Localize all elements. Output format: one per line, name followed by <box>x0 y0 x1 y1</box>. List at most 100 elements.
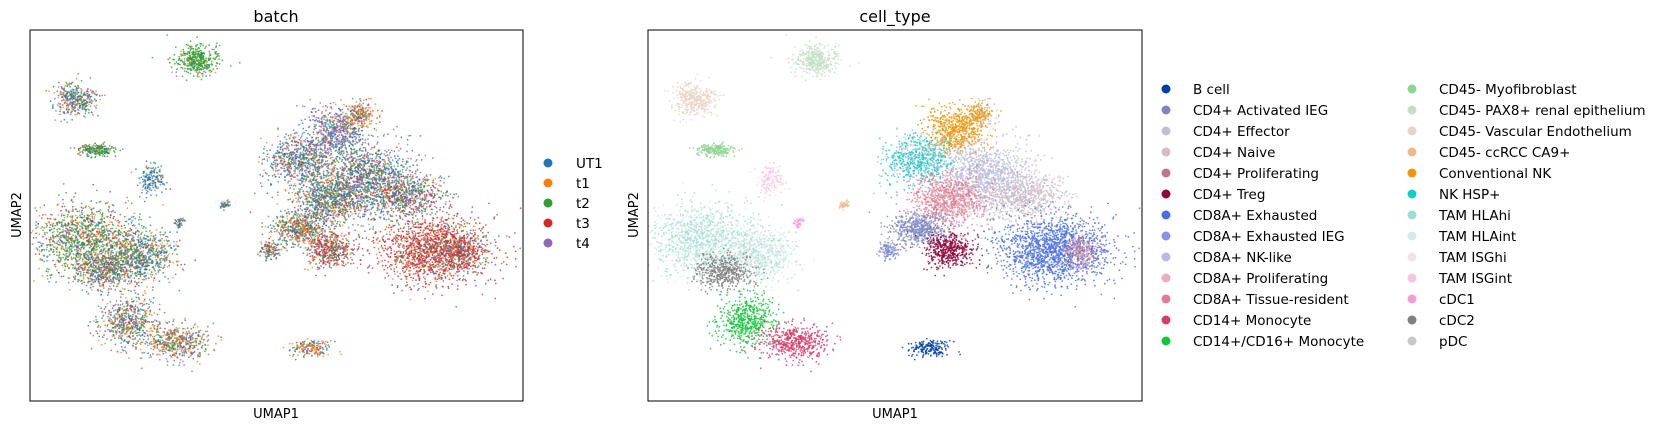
scatter-point <box>162 271 165 274</box>
scatter-point <box>118 233 120 236</box>
scatter-point <box>106 338 108 340</box>
scatter-point <box>143 322 146 325</box>
scatter-point <box>119 300 122 303</box>
scatter-point <box>142 227 144 230</box>
scatter-point <box>115 331 118 333</box>
scatter-point <box>130 279 133 282</box>
scatter-point <box>113 248 116 251</box>
scatter-point <box>74 106 77 109</box>
scatter-point <box>198 68 201 71</box>
scatter-point <box>5 242 7 244</box>
scatter-point <box>53 263 56 266</box>
scatter-point <box>117 282 120 285</box>
scatter-point <box>203 70 206 73</box>
scatter-point <box>110 311 112 314</box>
scatter-point <box>122 349 125 352</box>
scatter-point <box>71 210 74 213</box>
scatter-point <box>92 334 95 337</box>
scatter-point <box>74 192 77 195</box>
scatter-point <box>106 265 108 267</box>
scatter-point <box>152 352 154 355</box>
scatter-point <box>141 189 144 191</box>
scatter-point <box>65 82 68 85</box>
scatter-point <box>113 151 116 154</box>
scatter-point <box>130 309 133 311</box>
scatter-point <box>18 263 20 265</box>
scatter-point <box>73 267 76 270</box>
scatter-point <box>59 90 62 93</box>
scatter-point <box>309 345 312 347</box>
scatter-point <box>186 340 189 343</box>
scatter-point <box>194 69 197 72</box>
scatter-point <box>155 273 157 275</box>
scatter-point <box>117 310 119 313</box>
scatter-point <box>94 249 97 251</box>
scatter-point <box>101 151 104 154</box>
scatter-point <box>86 276 89 279</box>
scatter-point <box>324 340 327 343</box>
scatter-point <box>49 236 52 239</box>
scatter-point <box>124 346 126 349</box>
scatter-point <box>98 281 101 283</box>
scatter-point <box>60 213 63 216</box>
scatter-point <box>67 210 70 213</box>
scatter-point <box>46 267 48 270</box>
scatter-point <box>91 151 94 154</box>
scatter-point <box>187 71 190 74</box>
scatter-point <box>64 224 67 227</box>
scatter-point <box>66 96 68 98</box>
scatter-point <box>139 244 142 247</box>
scatter-point <box>167 337 170 340</box>
scatter-point <box>71 101 74 104</box>
scatter-point <box>73 100 76 103</box>
scatter-point <box>6 206 8 208</box>
scatter-point <box>95 245 98 248</box>
scatter-point <box>118 262 121 265</box>
scatter-point <box>214 71 217 74</box>
scatter-point <box>169 342 172 345</box>
scatter-point <box>62 235 65 238</box>
scatter-point <box>164 244 166 247</box>
scatter-point <box>107 208 110 211</box>
scatter-point <box>184 332 187 335</box>
scatter-point <box>145 230 148 233</box>
scatter-point <box>131 216 133 219</box>
scatter-point <box>166 243 169 245</box>
scatter-point <box>81 146 84 148</box>
scatter-point <box>159 327 162 330</box>
scatter-point <box>144 254 147 257</box>
scatter-point <box>69 244 72 246</box>
scatter-point <box>119 259 122 262</box>
scatter-point <box>94 264 97 267</box>
scatter-point <box>76 93 78 96</box>
scatter-point <box>182 48 185 51</box>
scatter-point <box>130 246 132 248</box>
scatter-point <box>105 148 108 151</box>
scatter-point <box>176 342 178 345</box>
scatter-point <box>137 307 139 310</box>
scatter-point <box>185 330 188 333</box>
scatter-point <box>46 255 49 258</box>
scatter-point <box>88 236 91 239</box>
scatter-point <box>302 345 305 348</box>
scatter-point <box>66 111 69 113</box>
scatter-point <box>24 254 26 256</box>
scatter-point <box>51 240 54 242</box>
scatter-point <box>89 332 92 335</box>
scatter-point <box>74 93 77 95</box>
scatter-point <box>70 95 73 98</box>
scatter-point <box>101 317 104 320</box>
scatter-point <box>137 310 140 313</box>
scatter-point <box>181 67 184 70</box>
scatter-point <box>156 325 159 328</box>
scatter-point <box>183 70 186 72</box>
scatter-point <box>120 342 122 344</box>
scatter-point <box>64 96 67 99</box>
scatter-point <box>115 271 118 274</box>
scatter-point <box>87 229 89 232</box>
scatter-point <box>149 309 152 312</box>
scatter-point <box>79 244 82 247</box>
scatter-point <box>48 253 51 256</box>
scatter-point <box>105 267 108 270</box>
scatter-point <box>125 327 128 330</box>
